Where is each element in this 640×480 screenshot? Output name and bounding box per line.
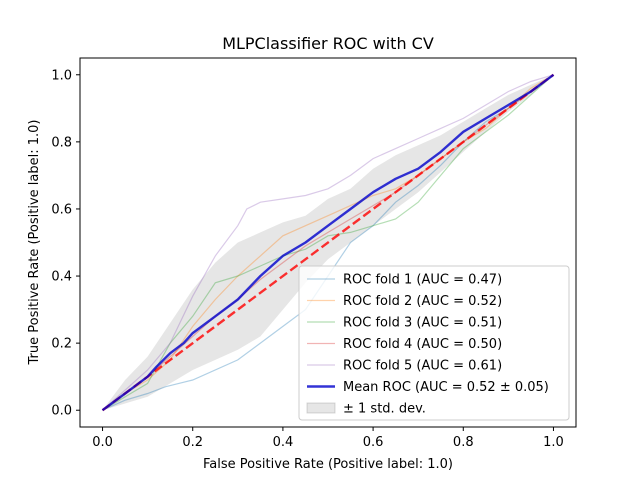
x-tick-label: 0.4 — [273, 435, 294, 450]
mean-roc-line — [101, 73, 555, 412]
y-tick-label: 0.2 — [51, 337, 72, 352]
legend-entry: ROC fold 2 (AUC = 0.52) — [343, 294, 502, 309]
plot-area — [101, 73, 555, 412]
legend-band-swatch — [306, 402, 336, 414]
y-axis-label: True Positive Rate (Positive label: 1.0) — [27, 120, 42, 366]
y-tick-label: 0.6 — [51, 202, 72, 217]
roc-fold-5-line — [102, 74, 554, 411]
y-tick-label: 0.4 — [51, 270, 72, 285]
legend-entry: ROC fold 1 (AUC = 0.47) — [343, 273, 502, 288]
roc-fold-3-line — [102, 74, 554, 411]
legend-entry: ROC fold 5 (AUC = 0.61) — [343, 359, 502, 374]
chance-line — [101, 73, 555, 412]
x-axis: 0.0 0.2 0.4 0.6 0.8 1.0 — [92, 427, 564, 450]
x-tick-label: 1.0 — [543, 435, 564, 450]
legend: ROC fold 1 (AUC = 0.47) ROC fold 2 (AUC =… — [298, 265, 570, 421]
x-axis-label: False Positive Rate (Positive label: 1.0… — [203, 457, 453, 472]
roc-fold-1-line — [102, 74, 554, 411]
x-tick-label: 0.6 — [363, 435, 384, 450]
legend-entry: ROC fold 4 (AUC = 0.50) — [343, 337, 502, 352]
chart-title: MLPClassifier ROC with CV — [222, 34, 434, 53]
y-tick-label: 0.0 — [51, 404, 72, 419]
x-tick-label: 0.8 — [453, 435, 474, 450]
legend-box — [298, 265, 570, 421]
y-tick-label: 1.0 — [51, 68, 72, 83]
x-tick-label: 0.2 — [182, 435, 203, 450]
y-tick-label: 0.8 — [51, 135, 72, 150]
x-tick-label: 0.0 — [92, 435, 113, 450]
legend-entry: ± 1 std. dev. — [343, 402, 426, 417]
legend-entry: Mean ROC (AUC = 0.52 ± 0.05) — [343, 380, 549, 395]
plot-frame — [79, 57, 577, 428]
legend-entry: ROC fold 3 (AUC = 0.51) — [343, 316, 502, 331]
y-axis: 0.0 0.2 0.4 0.6 0.8 1.0 — [51, 68, 80, 419]
